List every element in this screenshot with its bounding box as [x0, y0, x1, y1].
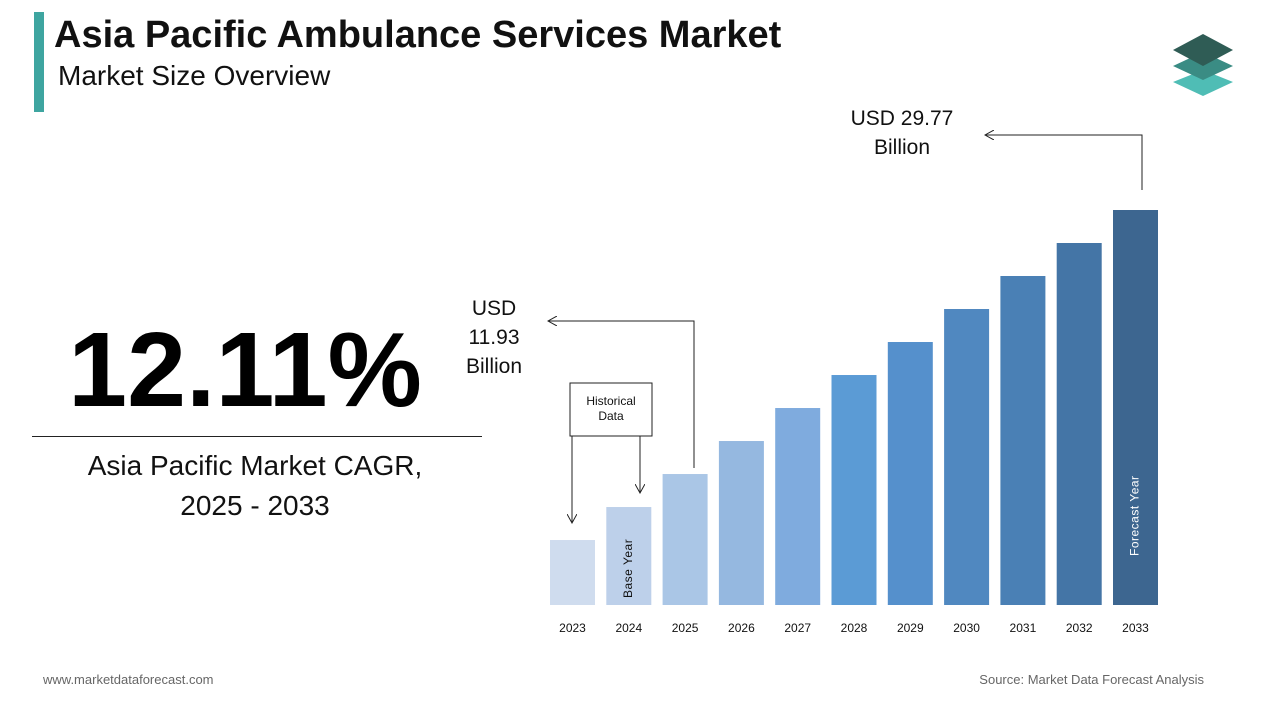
bar-label: Forecast Year — [1128, 475, 1142, 556]
x-tick-label: 2032 — [1066, 621, 1093, 635]
bar — [1056, 243, 1102, 605]
bar — [944, 309, 990, 605]
subtitle: Market Size Overview — [58, 60, 331, 91]
bar — [1113, 210, 1158, 605]
bar — [1000, 276, 1046, 605]
x-tick-label: 2027 — [784, 621, 811, 635]
source: Source: Market Data Forecast Analysis — [979, 672, 1204, 687]
bar — [718, 441, 764, 605]
kpi-label: Asia Pacific Market CAGR, 2025 - 2033 — [87, 450, 423, 521]
annotation: Historical Data — [586, 394, 635, 423]
value-label: USD 29.77 Billion — [850, 107, 954, 159]
x-tick-label: 2023 — [559, 621, 586, 635]
logo — [1173, 34, 1233, 96]
x-tick-label: 2028 — [841, 621, 868, 635]
accent-bar — [34, 12, 44, 112]
website: www.marketdataforecast.com — [43, 672, 214, 687]
bar — [606, 507, 652, 605]
bar — [662, 474, 708, 605]
x-tick-label: 2026 — [728, 621, 755, 635]
arrows — [548, 135, 1143, 523]
value-label: USD 11.93 Billion — [465, 297, 523, 378]
x-tick-label: 2025 — [672, 621, 699, 635]
title: Asia Pacific Ambulance Services Market — [54, 14, 782, 56]
bar — [831, 375, 877, 605]
x-tick-label: 2024 — [615, 621, 642, 635]
divider — [32, 436, 482, 437]
bar — [887, 342, 933, 605]
x-tick-label: 2033 — [1122, 621, 1149, 635]
bar — [775, 408, 821, 605]
x-tick-label: 2031 — [1010, 621, 1037, 635]
kpi-value: 12.11% — [68, 311, 422, 429]
bar-label: Base Year — [621, 539, 635, 598]
x-tick-label: 2029 — [897, 621, 924, 635]
bar — [550, 540, 595, 605]
x-tick-label: 2030 — [953, 621, 980, 635]
